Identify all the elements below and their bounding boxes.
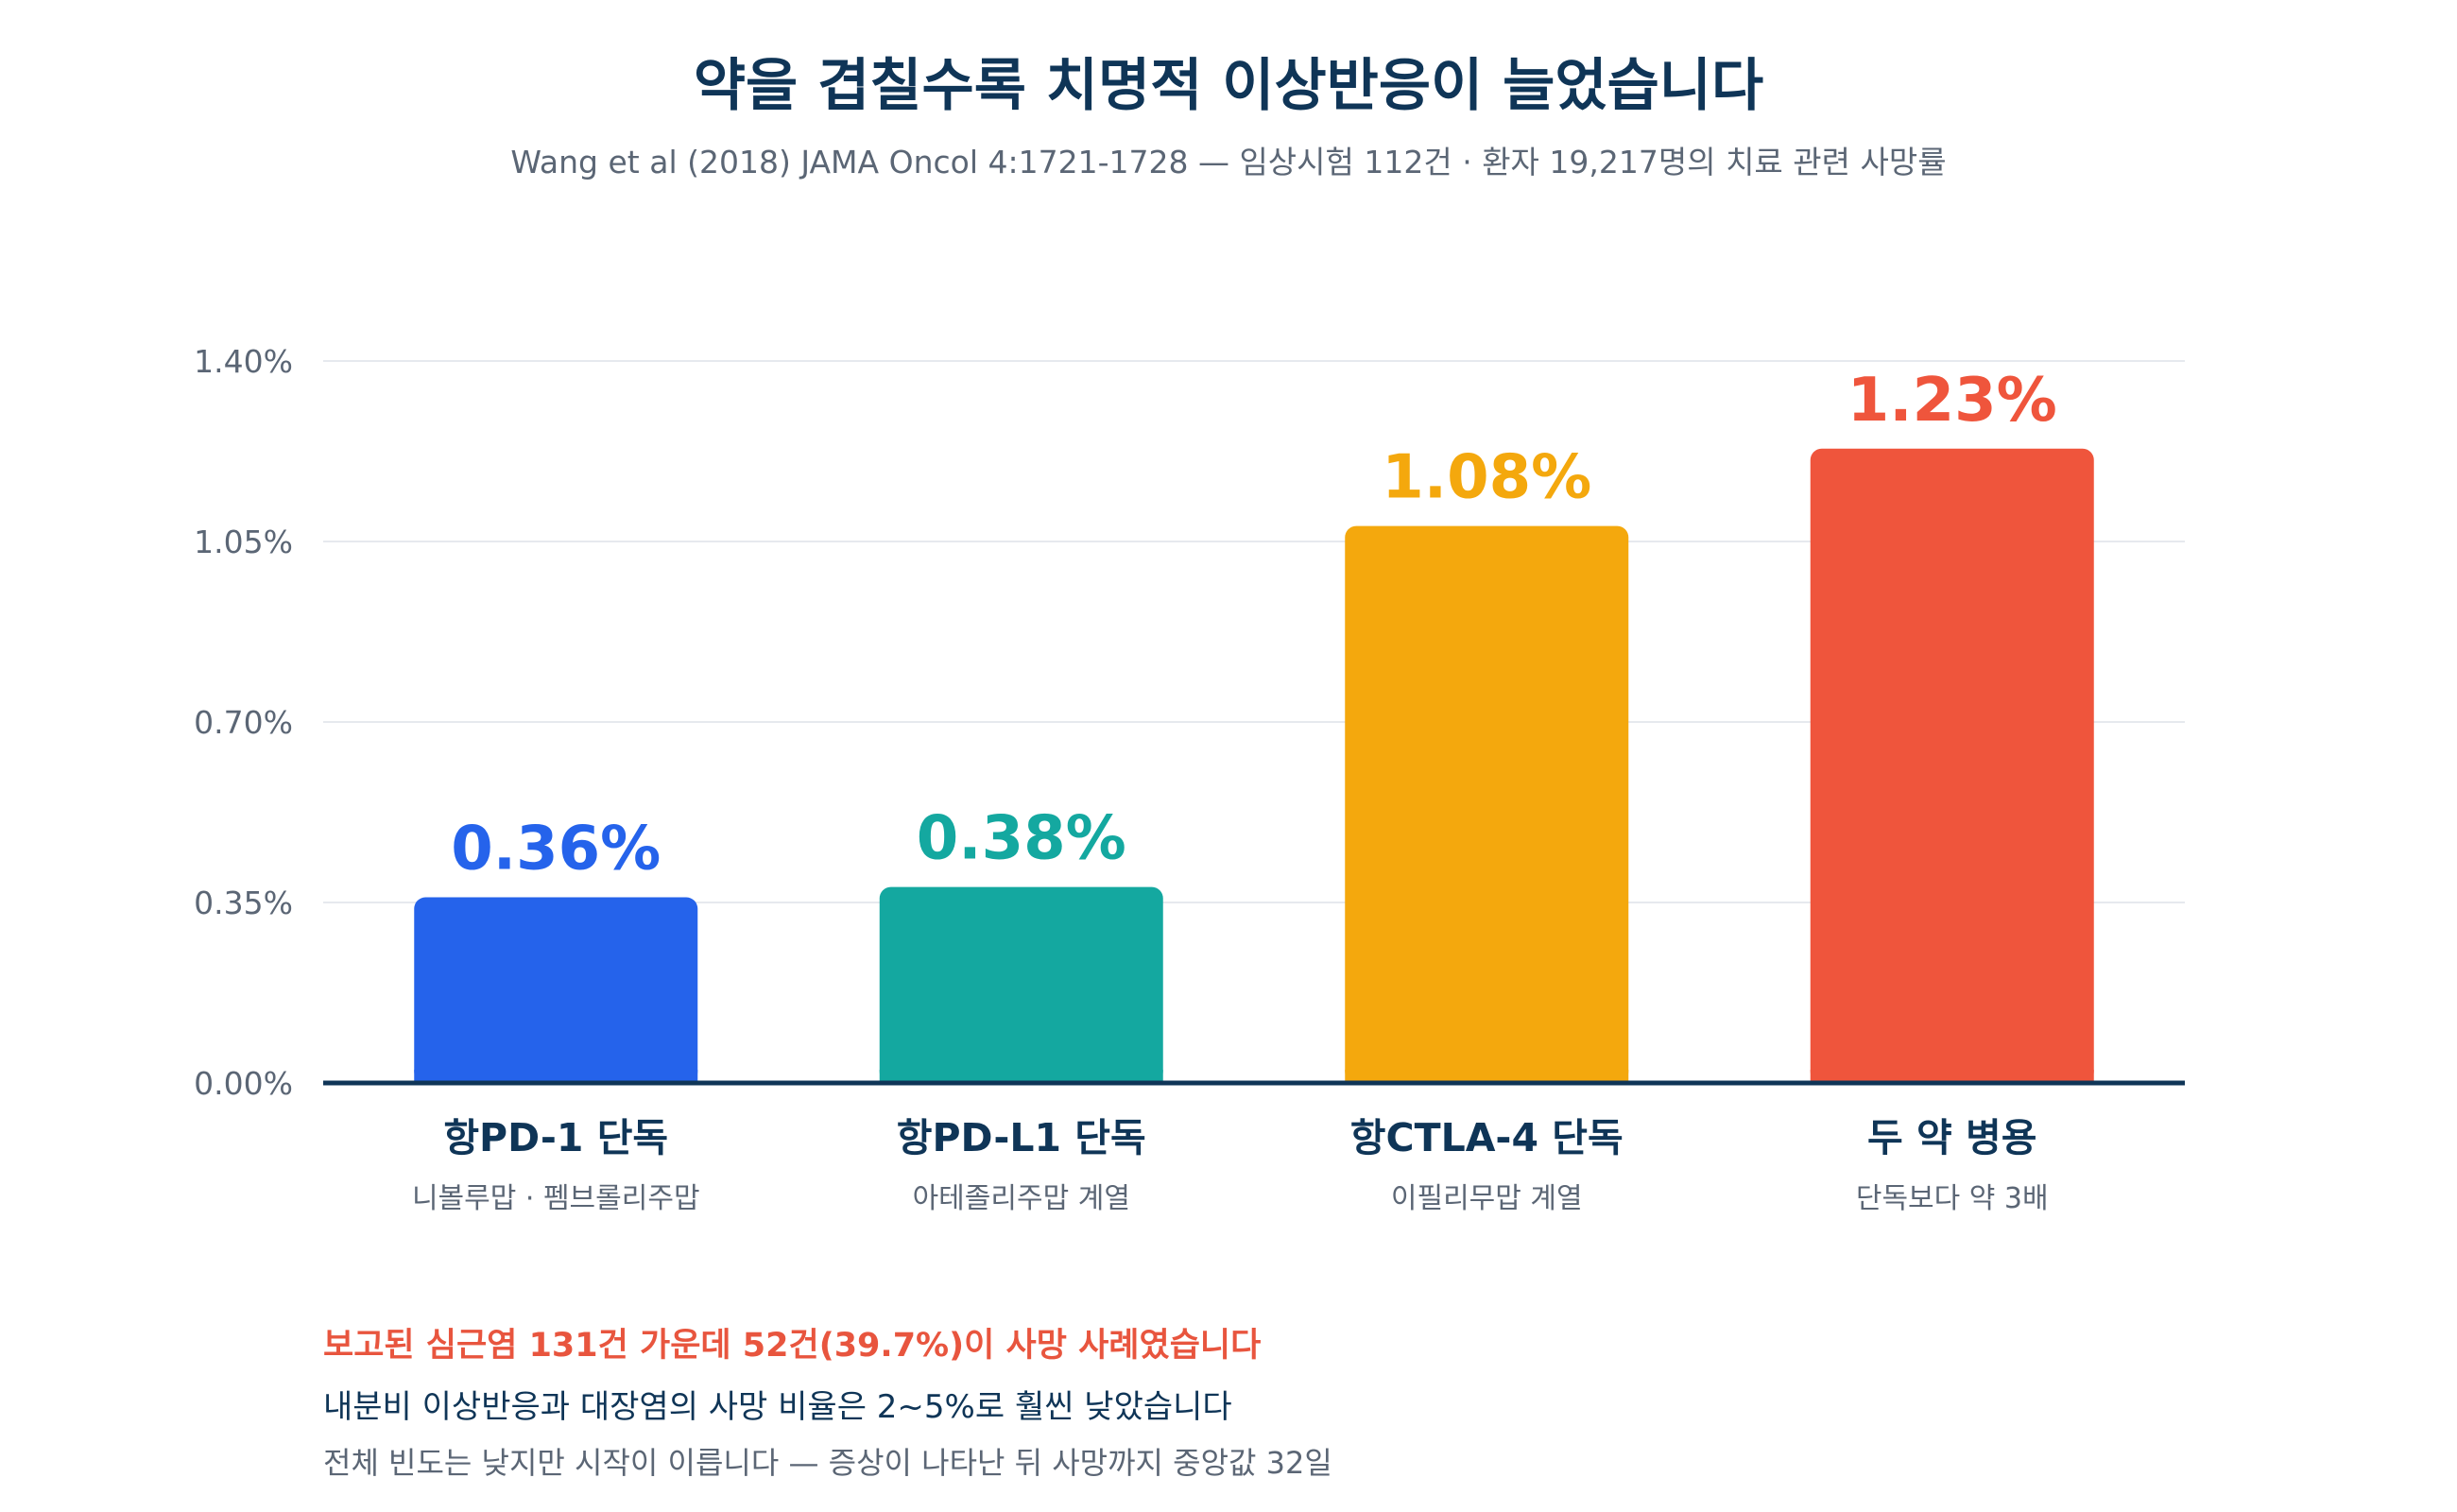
bar — [1345, 525, 1629, 1083]
y-tick-label: 1.40% — [194, 343, 293, 380]
x-tick-label: 항PD-L1 단독 — [897, 1115, 1146, 1160]
y-tick-label: 1.05% — [194, 524, 293, 560]
y-tick-label: 0.70% — [194, 704, 293, 741]
x-tick-label: 항PD-1 단독 — [443, 1115, 668, 1160]
x-tick-sublabel: 단독보다 약 3배 — [1856, 1182, 2049, 1215]
y-tick-label: 0.35% — [194, 885, 293, 921]
note-myocarditis: 보고된 심근염 131건 가운데 52건(39.7%)이 사망 사례였습니다 — [323, 1327, 1262, 1365]
bar-base — [879, 1070, 1163, 1083]
x-tick-sublabel: 니볼루맙 · 펨브롤리주맙 — [412, 1182, 700, 1215]
bar-value-label: 1.23% — [1847, 366, 2057, 436]
bar — [1810, 448, 2094, 1083]
x-tick-sublabel: 이필리무맙 계열 — [1391, 1182, 1583, 1215]
bar-base — [1810, 1070, 2094, 1083]
x-tick-sublabel: 아테졸리주맙 계열 — [913, 1182, 1130, 1215]
bar — [879, 886, 1163, 1083]
chart-title: 약을 겹칠수록 치명적 이상반응이 늘었습니다 — [693, 53, 1764, 119]
bar-value-label: 0.38% — [917, 804, 1126, 874]
y-tick-label: 0.00% — [194, 1065, 293, 1102]
bar-base — [414, 1070, 698, 1083]
bar-base — [1345, 1070, 1629, 1083]
note-onset: 전체 빈도는 낮지만 시작이 이릅니다 — 증상이 나타난 뒤 사망까지 중앙값… — [323, 1445, 1332, 1481]
x-tick-label: 항CTLA-4 단독 — [1350, 1115, 1624, 1160]
chart-subtitle: Wang et al (2018) JAMA Oncol 4:1721-1728… — [510, 144, 1947, 180]
note-endocrine-colitis: 내분비 이상반응과 대장염의 사망 비율은 2~5%로 훨씬 낮았습니다 — [323, 1388, 1232, 1426]
x-tick-label: 두 약 병용 — [1867, 1115, 2036, 1160]
bar-value-label: 1.08% — [1382, 443, 1591, 513]
bar — [414, 897, 698, 1083]
bar-value-label: 0.36% — [451, 815, 661, 885]
